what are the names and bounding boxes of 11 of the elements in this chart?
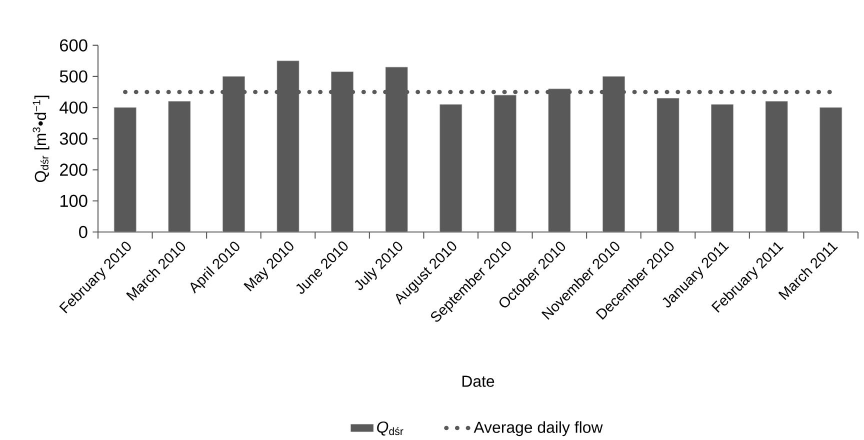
y-tick-label: 500: [60, 70, 88, 83]
x-axis-title: Date: [462, 376, 494, 387]
legend-label: Q$_{dśr}$: [377, 421, 404, 436]
y-tick-label: 600: [60, 39, 88, 52]
legend-label: Average daily flow: [474, 421, 603, 436]
y-tick-label: 400: [60, 101, 88, 114]
y-tick-label: 200: [60, 164, 88, 176]
y-tick-label: 100: [60, 194, 88, 208]
y-tick-label: 0: [79, 226, 88, 238]
y-axis-title: Q$_{dśr}$ [m$^{3}$•d$^{−1}$]: [32, 96, 50, 182]
y-tick-label: 300: [60, 132, 88, 145]
